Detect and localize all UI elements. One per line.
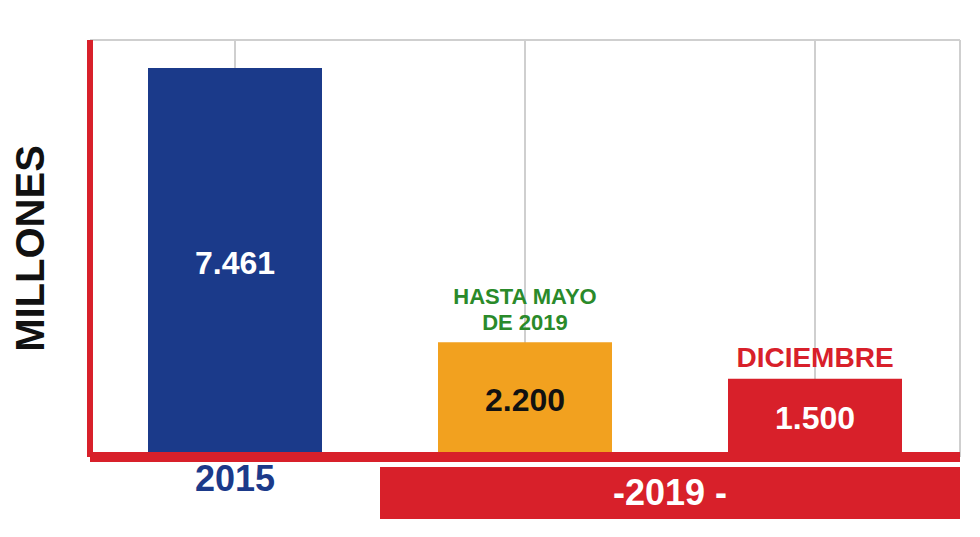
svg-text:HASTA MAYODE 2019: HASTA MAYODE 2019 (453, 284, 596, 335)
svg-text:2.200: 2.200 (485, 382, 565, 418)
svg-text:MILLONES: MILLONES (8, 145, 52, 352)
html-text:-2019 -: -2019 - (613, 472, 727, 513)
svg-text:DICIEMBRE: DICIEMBRE (736, 342, 893, 373)
svg-text:7.461: 7.461 (195, 245, 275, 281)
svg-text:1.500: 1.500 (775, 400, 855, 436)
svg-text:2015: 2015 (195, 458, 275, 499)
